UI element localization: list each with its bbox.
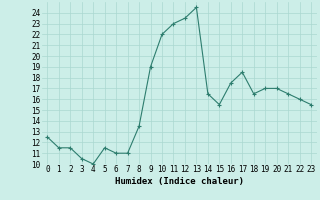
X-axis label: Humidex (Indice chaleur): Humidex (Indice chaleur): [115, 177, 244, 186]
